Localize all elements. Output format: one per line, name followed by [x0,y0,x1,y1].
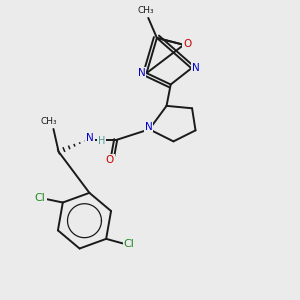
Text: O: O [106,155,114,165]
Text: CH₃: CH₃ [41,117,58,126]
Text: O: O [183,39,191,49]
Text: CH₃: CH₃ [137,6,154,15]
Text: N: N [192,63,200,73]
Text: H: H [98,136,105,146]
Text: Cl: Cl [34,194,45,203]
Text: N: N [86,133,94,142]
Text: N: N [138,68,146,78]
Text: N: N [145,122,152,132]
Text: Cl: Cl [124,239,135,249]
